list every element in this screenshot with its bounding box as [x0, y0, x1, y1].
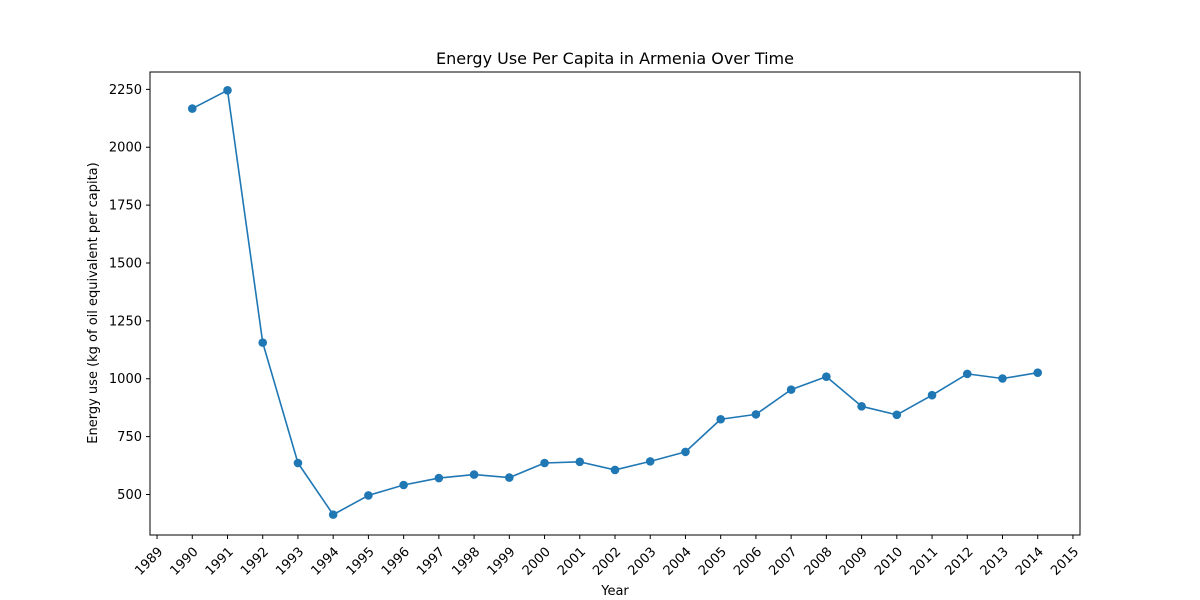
y-tick-label: 1750	[109, 199, 142, 214]
data-point	[505, 473, 514, 482]
data-point	[786, 385, 796, 394]
y-tick-label: 1500	[109, 256, 142, 271]
y-tick-label: 2250	[109, 83, 142, 98]
data-point	[822, 372, 831, 381]
data-point	[540, 458, 549, 468]
data-point	[469, 470, 479, 479]
data-point	[293, 458, 303, 468]
y-axis-ticks: 500 750 1000 1250 1500 1750 2000 2250	[109, 83, 150, 503]
plot-area-frame	[149, 71, 1081, 536]
data-point	[927, 390, 937, 400]
data-point	[1033, 368, 1043, 378]
data-point	[610, 465, 620, 475]
y-tick-label: 2000	[109, 141, 142, 156]
data-point	[645, 457, 655, 466]
data-series	[187, 85, 1043, 519]
data-point	[998, 374, 1007, 383]
data-point	[434, 473, 444, 483]
data-point	[575, 457, 585, 467]
y-tick-label: 1000	[109, 372, 142, 387]
chart-title: Energy Use Per Capita in Armenia Over Ti…	[436, 49, 794, 68]
x-axis-label: Year	[600, 584, 629, 599]
data-point	[716, 414, 725, 424]
data-point	[223, 85, 232, 95]
y-axis-label: Energy use (kg of oil equivalent per cap…	[86, 162, 101, 443]
data-point	[364, 491, 373, 500]
data-point	[857, 401, 866, 411]
data-point	[328, 510, 338, 519]
data-point	[399, 480, 408, 490]
data-point	[751, 410, 761, 419]
data-point	[892, 410, 902, 420]
data-point	[187, 104, 197, 113]
y-tick-label: 500	[117, 488, 142, 503]
data-point	[258, 338, 268, 347]
y-tick-label: 750	[117, 430, 142, 445]
y-tick-label: 1250	[109, 314, 142, 329]
data-point	[681, 447, 690, 457]
data-point	[962, 369, 972, 379]
